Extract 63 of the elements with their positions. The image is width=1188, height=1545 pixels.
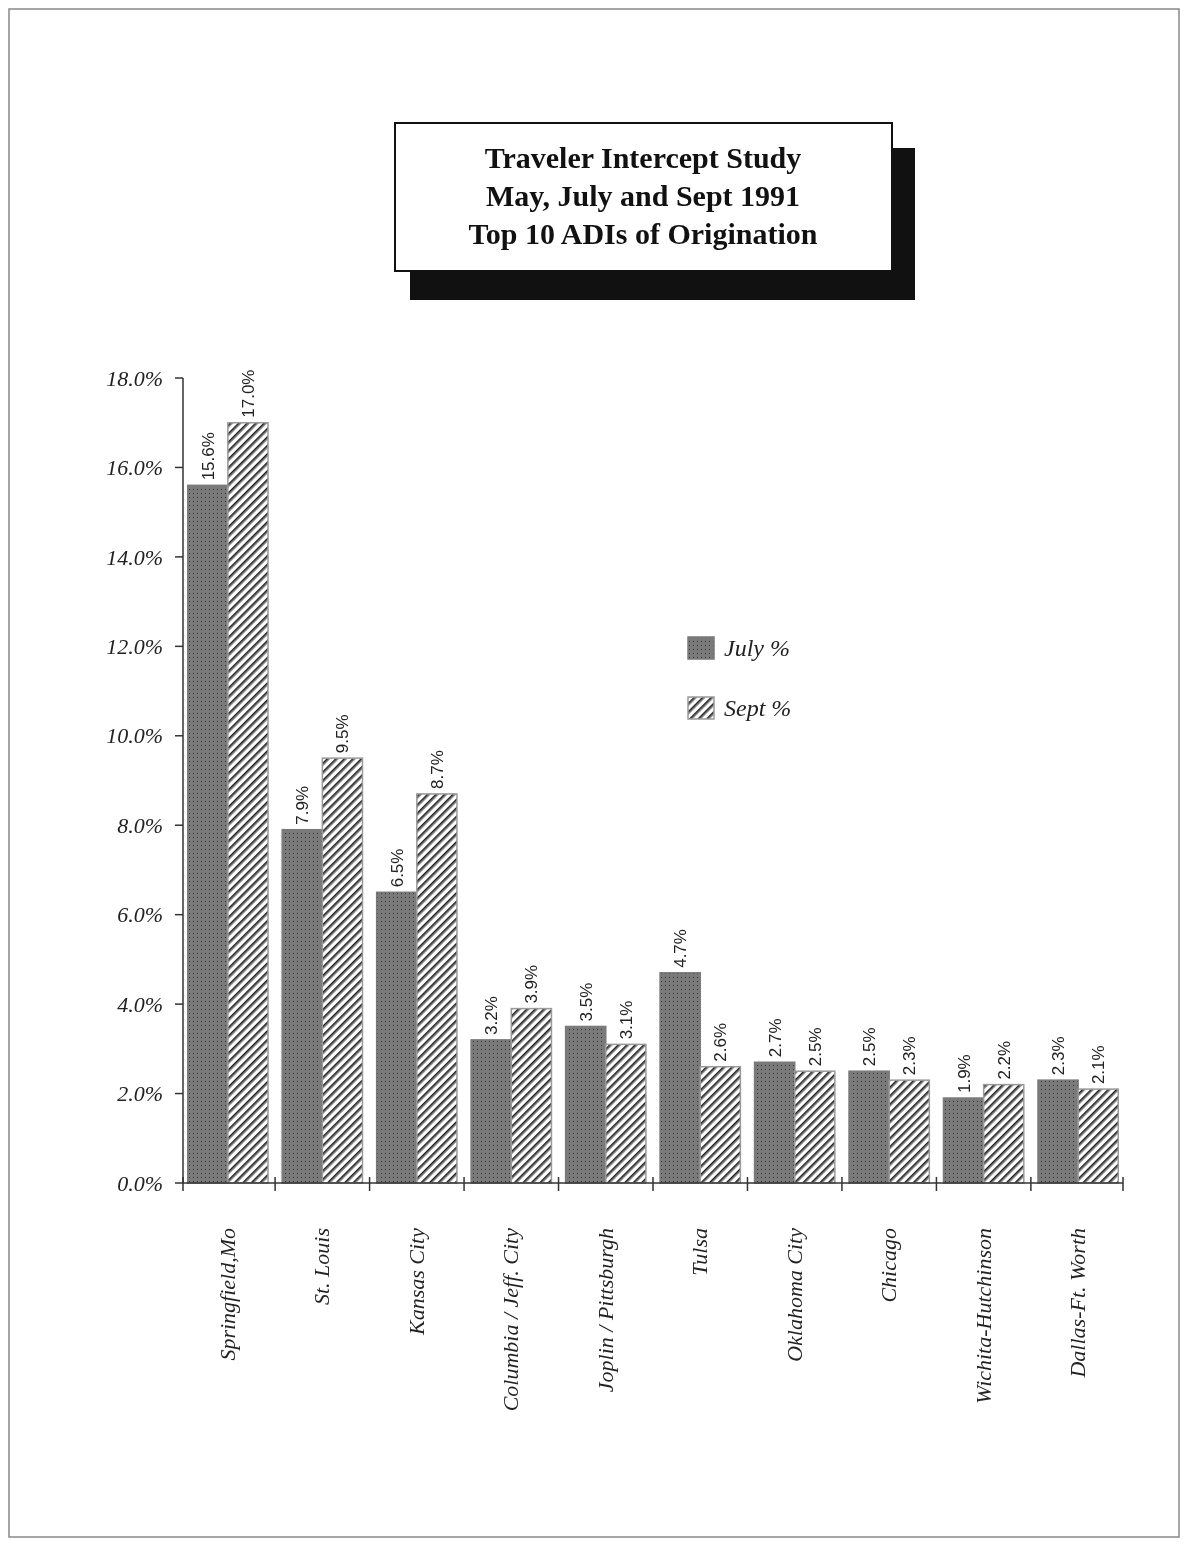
data-label: 2.1%: [1089, 1045, 1109, 1085]
bar: [1037, 1079, 1079, 1184]
y-tick-label: 6.0%: [117, 902, 163, 928]
y-tick-label: 10.0%: [106, 723, 163, 749]
x-tick-label: Oklahoma City: [781, 1227, 807, 1362]
data-label: 2.3%: [1049, 1036, 1069, 1076]
bar: [793, 1070, 836, 1184]
x-tick-label: St. Louis: [309, 1228, 335, 1306]
bar: [375, 891, 418, 1184]
y-tick-label: 0.0%: [117, 1170, 163, 1196]
data-label: 2.3%: [900, 1036, 920, 1076]
data-label: 6.5%: [387, 848, 407, 888]
bar: [321, 757, 364, 1184]
y-tick-label: 12.0%: [106, 634, 163, 660]
legend-label: Sept %: [724, 695, 792, 722]
data-label: 3.2%: [482, 996, 502, 1035]
data-label: 2.2%: [994, 1040, 1014, 1080]
data-label: 9.5%: [333, 714, 353, 754]
data-label: 2.7%: [765, 1018, 785, 1058]
data-label: 3.5%: [576, 982, 596, 1022]
bar: [605, 1043, 647, 1184]
bar: [564, 1025, 607, 1184]
data-label: 1.9%: [954, 1054, 974, 1094]
bar: [942, 1097, 985, 1184]
bar: [753, 1061, 796, 1184]
bar: [470, 1039, 513, 1184]
y-tick-label: 4.0%: [117, 991, 163, 1017]
bar: [227, 421, 269, 1184]
bar: [699, 1065, 742, 1184]
y-tick-label: 14.0%: [106, 544, 163, 570]
x-tick-label: Chicago: [876, 1228, 902, 1303]
bar: [186, 484, 229, 1184]
bar: [281, 828, 324, 1184]
x-tick-label: Kansas City: [403, 1227, 429, 1336]
y-tick-label: 18.0%: [106, 365, 163, 391]
x-tick-label: Wichita-Hutchinson: [970, 1228, 996, 1404]
data-label: 8.7%: [427, 750, 447, 789]
data-label: 3.1%: [616, 1000, 636, 1040]
data-label: 4.7%: [671, 929, 691, 968]
data-label: 17.0%: [238, 369, 258, 418]
data-label: 7.9%: [293, 785, 313, 825]
data-label: 2.6%: [711, 1022, 731, 1062]
bar: [510, 1007, 553, 1184]
x-tick-label: Columbia / Jeff. City: [498, 1227, 524, 1412]
bar: [659, 972, 701, 1184]
data-label: 3.9%: [522, 964, 542, 1004]
y-tick-label: 2.0%: [117, 1081, 163, 1107]
x-tick-label: Dallas-Ft. Worth: [1065, 1228, 1091, 1379]
data-label: 2.5%: [860, 1027, 880, 1067]
data-label: 15.6%: [198, 432, 218, 481]
bar: [982, 1083, 1025, 1184]
x-tick-label: Joplin / Pittsburgh: [592, 1228, 618, 1393]
bar: [416, 793, 458, 1184]
x-tick-label: Tulsa: [687, 1228, 713, 1276]
y-tick-label: 16.0%: [106, 455, 163, 481]
chart-title: Traveler Intercept Study May, July and Sept 1991 Top 10 ADIs of Origination: [468, 141, 818, 250]
legend-label: July %: [724, 635, 790, 662]
data-label: 2.5%: [805, 1027, 825, 1067]
bar: [1077, 1088, 1120, 1184]
bar: [888, 1079, 931, 1184]
bar: [848, 1070, 890, 1184]
x-tick-label: Springfield,Mo: [214, 1228, 240, 1361]
y-tick-label: 8.0%: [117, 812, 163, 838]
